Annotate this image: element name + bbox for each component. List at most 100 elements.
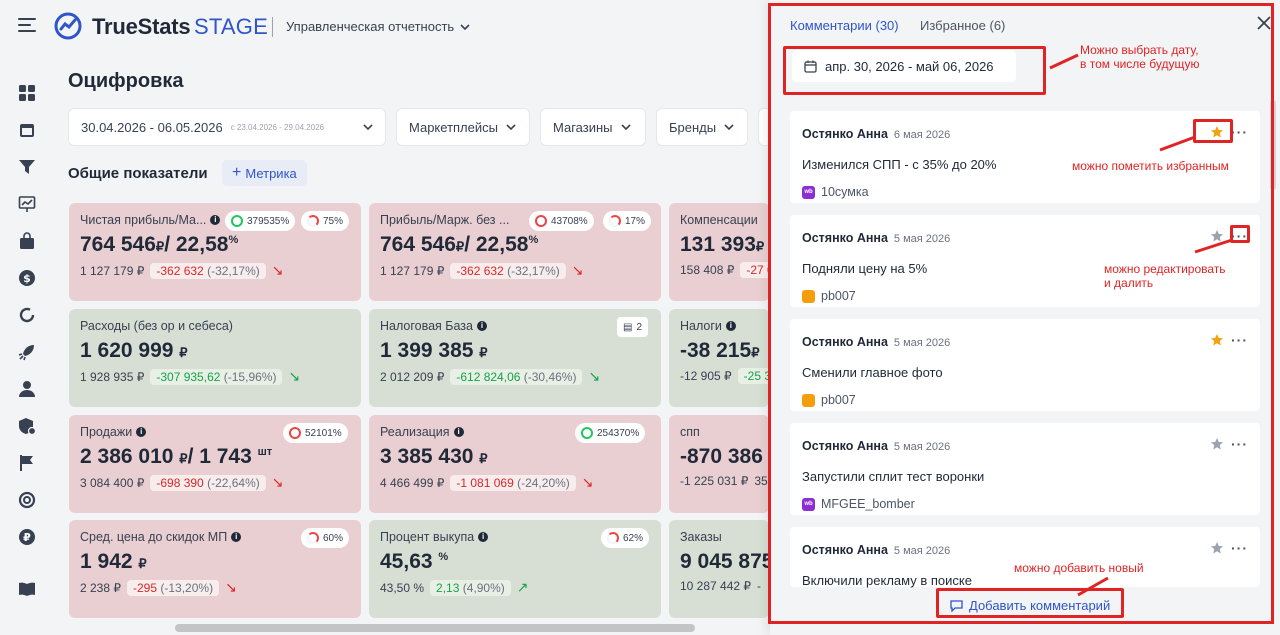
info-icon[interactable]: i xyxy=(210,215,221,225)
annotation-favorite: можно пометить избранным xyxy=(1072,159,1229,173)
add-metric-label: Метрика xyxy=(245,165,297,181)
user-icon[interactable] xyxy=(18,380,36,398)
badge-value: 62% xyxy=(623,532,644,544)
comment-card[interactable]: Остянко Анна 5 мая 2026 Сменили главное ф… xyxy=(790,319,1260,411)
metric-card-buyout-rate[interactable]: Процент выкупа i 62% 45,63 % 43,50 % 2,13 … xyxy=(369,520,661,618)
card-value: 1 399 385 ₽ xyxy=(380,339,488,362)
metric-card-sales[interactable]: Продажи i 52101% 2 386 010 ₽/ 1 743 шт 3 … xyxy=(69,415,361,513)
metric-card-net-profit[interactable]: Чистая прибыль/Ма... i 379535% 75% 764 54… xyxy=(69,203,361,301)
more-options-icon[interactable]: ··· xyxy=(1231,540,1248,556)
refresh-icon[interactable] xyxy=(18,306,36,324)
card-value: 9 045 875 xyxy=(680,550,769,573)
add-metric-button[interactable]: + Метрика xyxy=(222,160,307,186)
more-options-icon[interactable]: ··· xyxy=(1231,228,1248,244)
arrow-down-icon: ↘ xyxy=(271,474,284,490)
date-filter-value: 30.04.2026 - 06.05.2026 xyxy=(81,119,223,135)
percent-badge: 62% xyxy=(601,528,650,548)
bag-icon[interactable] xyxy=(18,232,36,250)
dollar-icon[interactable]: $ xyxy=(18,269,36,287)
chevron-down-icon xyxy=(506,124,516,130)
arrow-down-icon: ↘ xyxy=(225,579,237,595)
info-icon[interactable]: i xyxy=(477,321,487,331)
menu-icon[interactable] xyxy=(18,18,36,32)
tab-comments[interactable]: Комментарии (30) xyxy=(790,18,899,33)
ring-icon xyxy=(307,532,319,544)
badge-value: 52101% xyxy=(305,427,342,439)
chevron-down-icon xyxy=(363,124,373,130)
annotation-edit: можно редактировать и далить xyxy=(1104,262,1226,290)
chart-icon[interactable] xyxy=(18,195,36,213)
brand-stage: STAGE xyxy=(194,14,268,39)
comment-date: 5 мая 2026 xyxy=(893,441,951,453)
yandex-market-icon xyxy=(802,289,815,303)
calendar-icon[interactable] xyxy=(18,121,36,139)
arrow-up-icon: ↗ xyxy=(516,579,529,595)
star-filled-icon[interactable] xyxy=(1210,125,1224,139)
metric-card-taxes[interactable]: Налоги i -38 215₽ -12 905 ₽ -25 3 xyxy=(669,309,769,407)
ruble-icon[interactable]: ₽ xyxy=(18,528,36,546)
chevron-down-icon xyxy=(724,124,734,130)
info-icon[interactable]: i xyxy=(725,321,736,331)
more-options-icon[interactable]: ··· xyxy=(1231,332,1248,348)
filter-icon[interactable] xyxy=(18,158,36,176)
metric-card-expenses[interactable]: Расходы (без ор и себеса) 1 620 999 ₽ 1 … xyxy=(69,309,361,407)
metric-card-realization[interactable]: Реализация i 254370% 3 385 430 ₽ 4 466 49… xyxy=(369,415,661,513)
card-value: 45,63 % xyxy=(380,550,449,573)
info-icon[interactable]: i xyxy=(136,427,147,437)
metric-card-profit-margin[interactable]: Прибыль/Марж. без ... 43708% 17% 764 546… xyxy=(369,203,661,301)
comment-card[interactable]: Остянко Анна 5 мая 2026 Подняли цену на 5… xyxy=(790,215,1260,307)
close-icon[interactable] xyxy=(1255,14,1273,32)
card-prev: 1 928 935 ₽ xyxy=(80,369,145,384)
info-icon[interactable]: i xyxy=(453,427,464,437)
percent-badge: 60% xyxy=(301,528,350,548)
comment-text: Включили рекламу в поиске xyxy=(802,573,972,588)
card-prev: 4 466 499 ₽ xyxy=(380,475,445,490)
comment-shop: pb007 xyxy=(821,393,856,407)
metric-card-tax-base[interactable]: Налоговая База i ▤ 2 1 399 385 ₽ 2 012 209… xyxy=(369,309,661,407)
star-outline-icon[interactable] xyxy=(1210,437,1224,451)
star-filled-icon[interactable] xyxy=(1210,333,1224,347)
report-select[interactable]: Управленческая отчетность xyxy=(286,19,470,34)
more-options-icon[interactable]: ··· xyxy=(1231,124,1248,140)
shield-icon[interactable] xyxy=(18,417,36,435)
card-value: 2 386 010 ₽/ 1 743 шт xyxy=(80,445,273,468)
book-icon[interactable] xyxy=(18,580,36,598)
brands-filter[interactable]: Бренды xyxy=(656,108,748,146)
comment-author: Остянко Анна xyxy=(802,439,888,453)
metric-card-spp[interactable]: спп -870 386 -1 225 031 ₽ 35 xyxy=(669,415,769,513)
info-icon[interactable]: i xyxy=(231,532,242,542)
ring-icon xyxy=(307,215,319,227)
metric-card-orders[interactable]: Заказы 9 045 875 10 287 442 ₽ - xyxy=(669,520,769,618)
dashboard-icon[interactable] xyxy=(18,84,36,102)
horizontal-scrollbar[interactable] xyxy=(175,624,695,632)
support-icon[interactable] xyxy=(18,491,36,509)
star-outline-icon[interactable] xyxy=(1210,541,1224,555)
svg-text:$: $ xyxy=(23,272,31,285)
comment-card[interactable]: Остянко Анна 5 мая 2026 Включили рекламу … xyxy=(790,527,1260,588)
date-filter[interactable]: 30.04.2026 - 06.05.2026 с 23.04.2026 - 2… xyxy=(68,108,386,146)
comments-badge[interactable]: ▤ 2 xyxy=(617,317,649,337)
metric-card-compensation[interactable]: Компенсации 131 393₽ 158 408 ₽ -27 0 xyxy=(669,203,769,301)
card-delta: -307 935,62 (-15,96%) xyxy=(150,368,283,385)
card-delta: -698 390 (-22,64%) xyxy=(150,474,266,491)
add-comment-button[interactable]: Добавить комментарий xyxy=(950,598,1110,613)
card-delta: 35 xyxy=(754,474,768,488)
metric-card-avg-price[interactable]: Сред. цена до скидок МП i 60% 1 942 ₽ 2 2… xyxy=(69,520,361,618)
comment-card[interactable]: Остянко Анна 5 мая 2026 Запустили сплит т… xyxy=(790,423,1260,515)
marketplaces-filter[interactable]: Маркетплейсы xyxy=(396,108,530,146)
more-options-icon[interactable]: ··· xyxy=(1231,436,1248,452)
flag-icon[interactable] xyxy=(18,454,36,472)
comment-card[interactable]: Остянко Анна 6 мая 2026 Изменился СПП - с… xyxy=(790,111,1260,203)
star-outline-icon[interactable] xyxy=(1210,229,1224,243)
shops-filter-label: Магазины xyxy=(553,119,613,135)
info-icon[interactable]: i xyxy=(478,532,489,542)
tab-favorites[interactable]: Избранное (6) xyxy=(920,18,1006,33)
card-delta: -362 632 (-32,17%) xyxy=(450,262,566,279)
shops-filter[interactable]: Магазины xyxy=(540,108,646,146)
date-range-picker[interactable]: апр. 30, 2026 - май 06, 2026 xyxy=(792,50,1016,82)
panel-scrollbar[interactable] xyxy=(1270,100,1276,190)
annotation-add: можно добавить новый xyxy=(1014,561,1144,575)
rocket-icon[interactable] xyxy=(18,343,36,361)
card-prev: 10 287 442 ₽ xyxy=(680,579,752,593)
card-label: Налоги xyxy=(680,319,722,333)
